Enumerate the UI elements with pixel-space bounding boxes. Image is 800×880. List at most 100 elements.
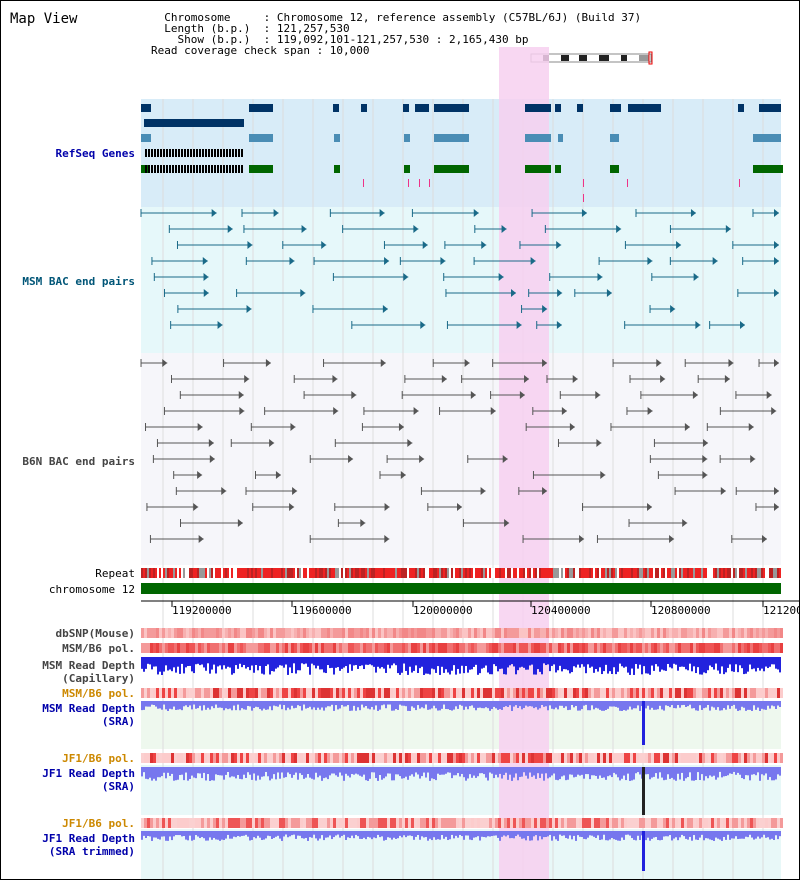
jf1-b6-pol-trim-strip (753, 818, 756, 828)
repeat-element (701, 568, 703, 578)
msm-depth-capillary-bar (585, 657, 587, 674)
jf1-b6-pol-strip (219, 753, 222, 763)
dbsnp-strip (567, 628, 570, 638)
msm-depth-sra-bar (537, 701, 539, 710)
repeat-element (765, 568, 767, 578)
jf1-depth-trim-bar (577, 831, 579, 836)
jf1-depth-sra-bar (775, 767, 777, 780)
jf1-depth-sra-bar (521, 767, 523, 777)
dbsnp-strip (510, 628, 513, 638)
jf1-depth-trim-bar (679, 831, 681, 838)
repeat-element (609, 568, 611, 578)
jf1-depth-sra-bar (581, 767, 583, 775)
msm-b6-pol-strip (513, 643, 516, 653)
msm-b6-pol-sra-strip (150, 688, 153, 698)
track-label-jf1-depth-trim: JF1 Read Depth (42, 832, 135, 845)
b6n-bac-pair-arrow (384, 503, 390, 511)
jf1-depth-sra-bar (461, 767, 463, 774)
msm-b6-pol-strip (507, 643, 510, 653)
jf1-b6-pol-strip (453, 753, 456, 763)
jf1-b6-pol-trim-strip (390, 818, 393, 828)
jf1-b6-pol-trim-strip (483, 818, 486, 828)
msm-depth-sra-bar (215, 701, 217, 705)
jf1-depth-trim-bar (687, 831, 689, 840)
repeat-element (661, 568, 663, 578)
jf1-depth-trim-bar (287, 831, 289, 838)
msm-b6-pol-sra-strip (633, 688, 636, 698)
jf1-b6-pol-trim-strip (780, 818, 783, 828)
msm-depth-sra-bar (427, 701, 429, 710)
msm-depth-capillary-bar (345, 657, 347, 667)
msm-depth-capillary-bar (733, 657, 735, 672)
jf1-b6-pol-strip (291, 753, 294, 763)
repeat-element (565, 568, 567, 578)
dbsnp-strip (201, 628, 204, 638)
msm-b6-pol-strip (591, 643, 594, 653)
jf1-depth-trim-bar (715, 831, 717, 838)
repeat-element (575, 568, 577, 578)
jf1-b6-pol-strip (684, 753, 687, 763)
jf1-b6-pol-strip (666, 753, 669, 763)
msm-b6-pol-sra-strip (438, 688, 441, 698)
jf1-depth-sra-bar (725, 767, 727, 777)
jf1-b6-pol-strip (180, 753, 183, 763)
jf1-depth-trim-bar (777, 831, 779, 840)
msm-b6-pol-sra-strip (372, 688, 375, 698)
jf1-depth-trim-bar (207, 831, 209, 841)
info-line-chromosome: Chromosome : Chromosome 12, reference as… (151, 11, 642, 24)
jf1-depth-trim-bar (291, 831, 293, 836)
jf1-b6-pol-strip (270, 753, 273, 763)
jf1-depth-sra-bar (525, 767, 527, 776)
msm-b6-pol-sra-strip (471, 688, 474, 698)
gene-exon (226, 165, 228, 173)
repeat-element (277, 568, 279, 578)
msm-depth-sra-bar (657, 701, 659, 710)
msm-b6-pol-strip (360, 643, 363, 653)
dbsnp-strip (570, 628, 573, 638)
dbsnp-strip (300, 628, 303, 638)
msm-depth-sra-bar (339, 701, 341, 709)
msm-b6-pol-strip (363, 643, 366, 653)
msm-depth-capillary-bar (223, 657, 225, 666)
repeat-element (441, 568, 443, 578)
msm-b6-pol-sra-strip (609, 688, 612, 698)
msm-depth-sra-bar (451, 701, 453, 711)
dbsnp-strip (507, 628, 510, 638)
repeat-element (567, 568, 569, 578)
dbsnp-strip (345, 628, 348, 638)
repeat-element (203, 568, 205, 578)
msm-b6-pol-strip (489, 643, 492, 653)
repeat-element (495, 568, 497, 578)
msm-depth-sra-bar (243, 701, 245, 710)
jf1-b6-pol-strip (423, 753, 426, 763)
jf1-depth-sra-bar (265, 767, 267, 772)
msm-b6-pol-sra-strip (663, 688, 666, 698)
dbsnp-strip (237, 628, 240, 638)
jf1-b6-pol-strip (360, 753, 363, 763)
jf1-b6-pol-strip (510, 753, 513, 763)
gene-exon (217, 165, 219, 173)
jf1-depth-trim-bar (721, 831, 723, 841)
jf1-depth-sra-bar (347, 767, 349, 776)
jf1-b6-pol-trim-strip (510, 818, 513, 828)
repeat-element (187, 568, 189, 578)
b6n-bac-pair-arrow (384, 535, 390, 543)
repeat-element (407, 568, 409, 578)
repeat-element (367, 568, 369, 578)
msm-b6-pol-sra-strip (321, 688, 324, 698)
gene-feature (333, 104, 339, 112)
repeat-element (673, 568, 675, 578)
msm-depth-sra-bar (353, 701, 355, 706)
msm-depth-capillary-bar (253, 657, 255, 673)
axis-tick-label: 119200000 (172, 604, 232, 617)
jf1-b6-pol-strip (393, 753, 396, 763)
jf1-depth-trim-bar (177, 831, 179, 836)
jf1-depth-sra-bar (285, 767, 287, 778)
msm-b6-pol-sra-strip (531, 688, 534, 698)
msm-b6-pol-strip (165, 643, 168, 653)
jf1-b6-pol-trim-strip (777, 818, 780, 828)
repeat-element (433, 568, 435, 578)
msm-b6-pol-sra-strip (510, 688, 513, 698)
jf1-depth-trim-bar (621, 831, 623, 838)
